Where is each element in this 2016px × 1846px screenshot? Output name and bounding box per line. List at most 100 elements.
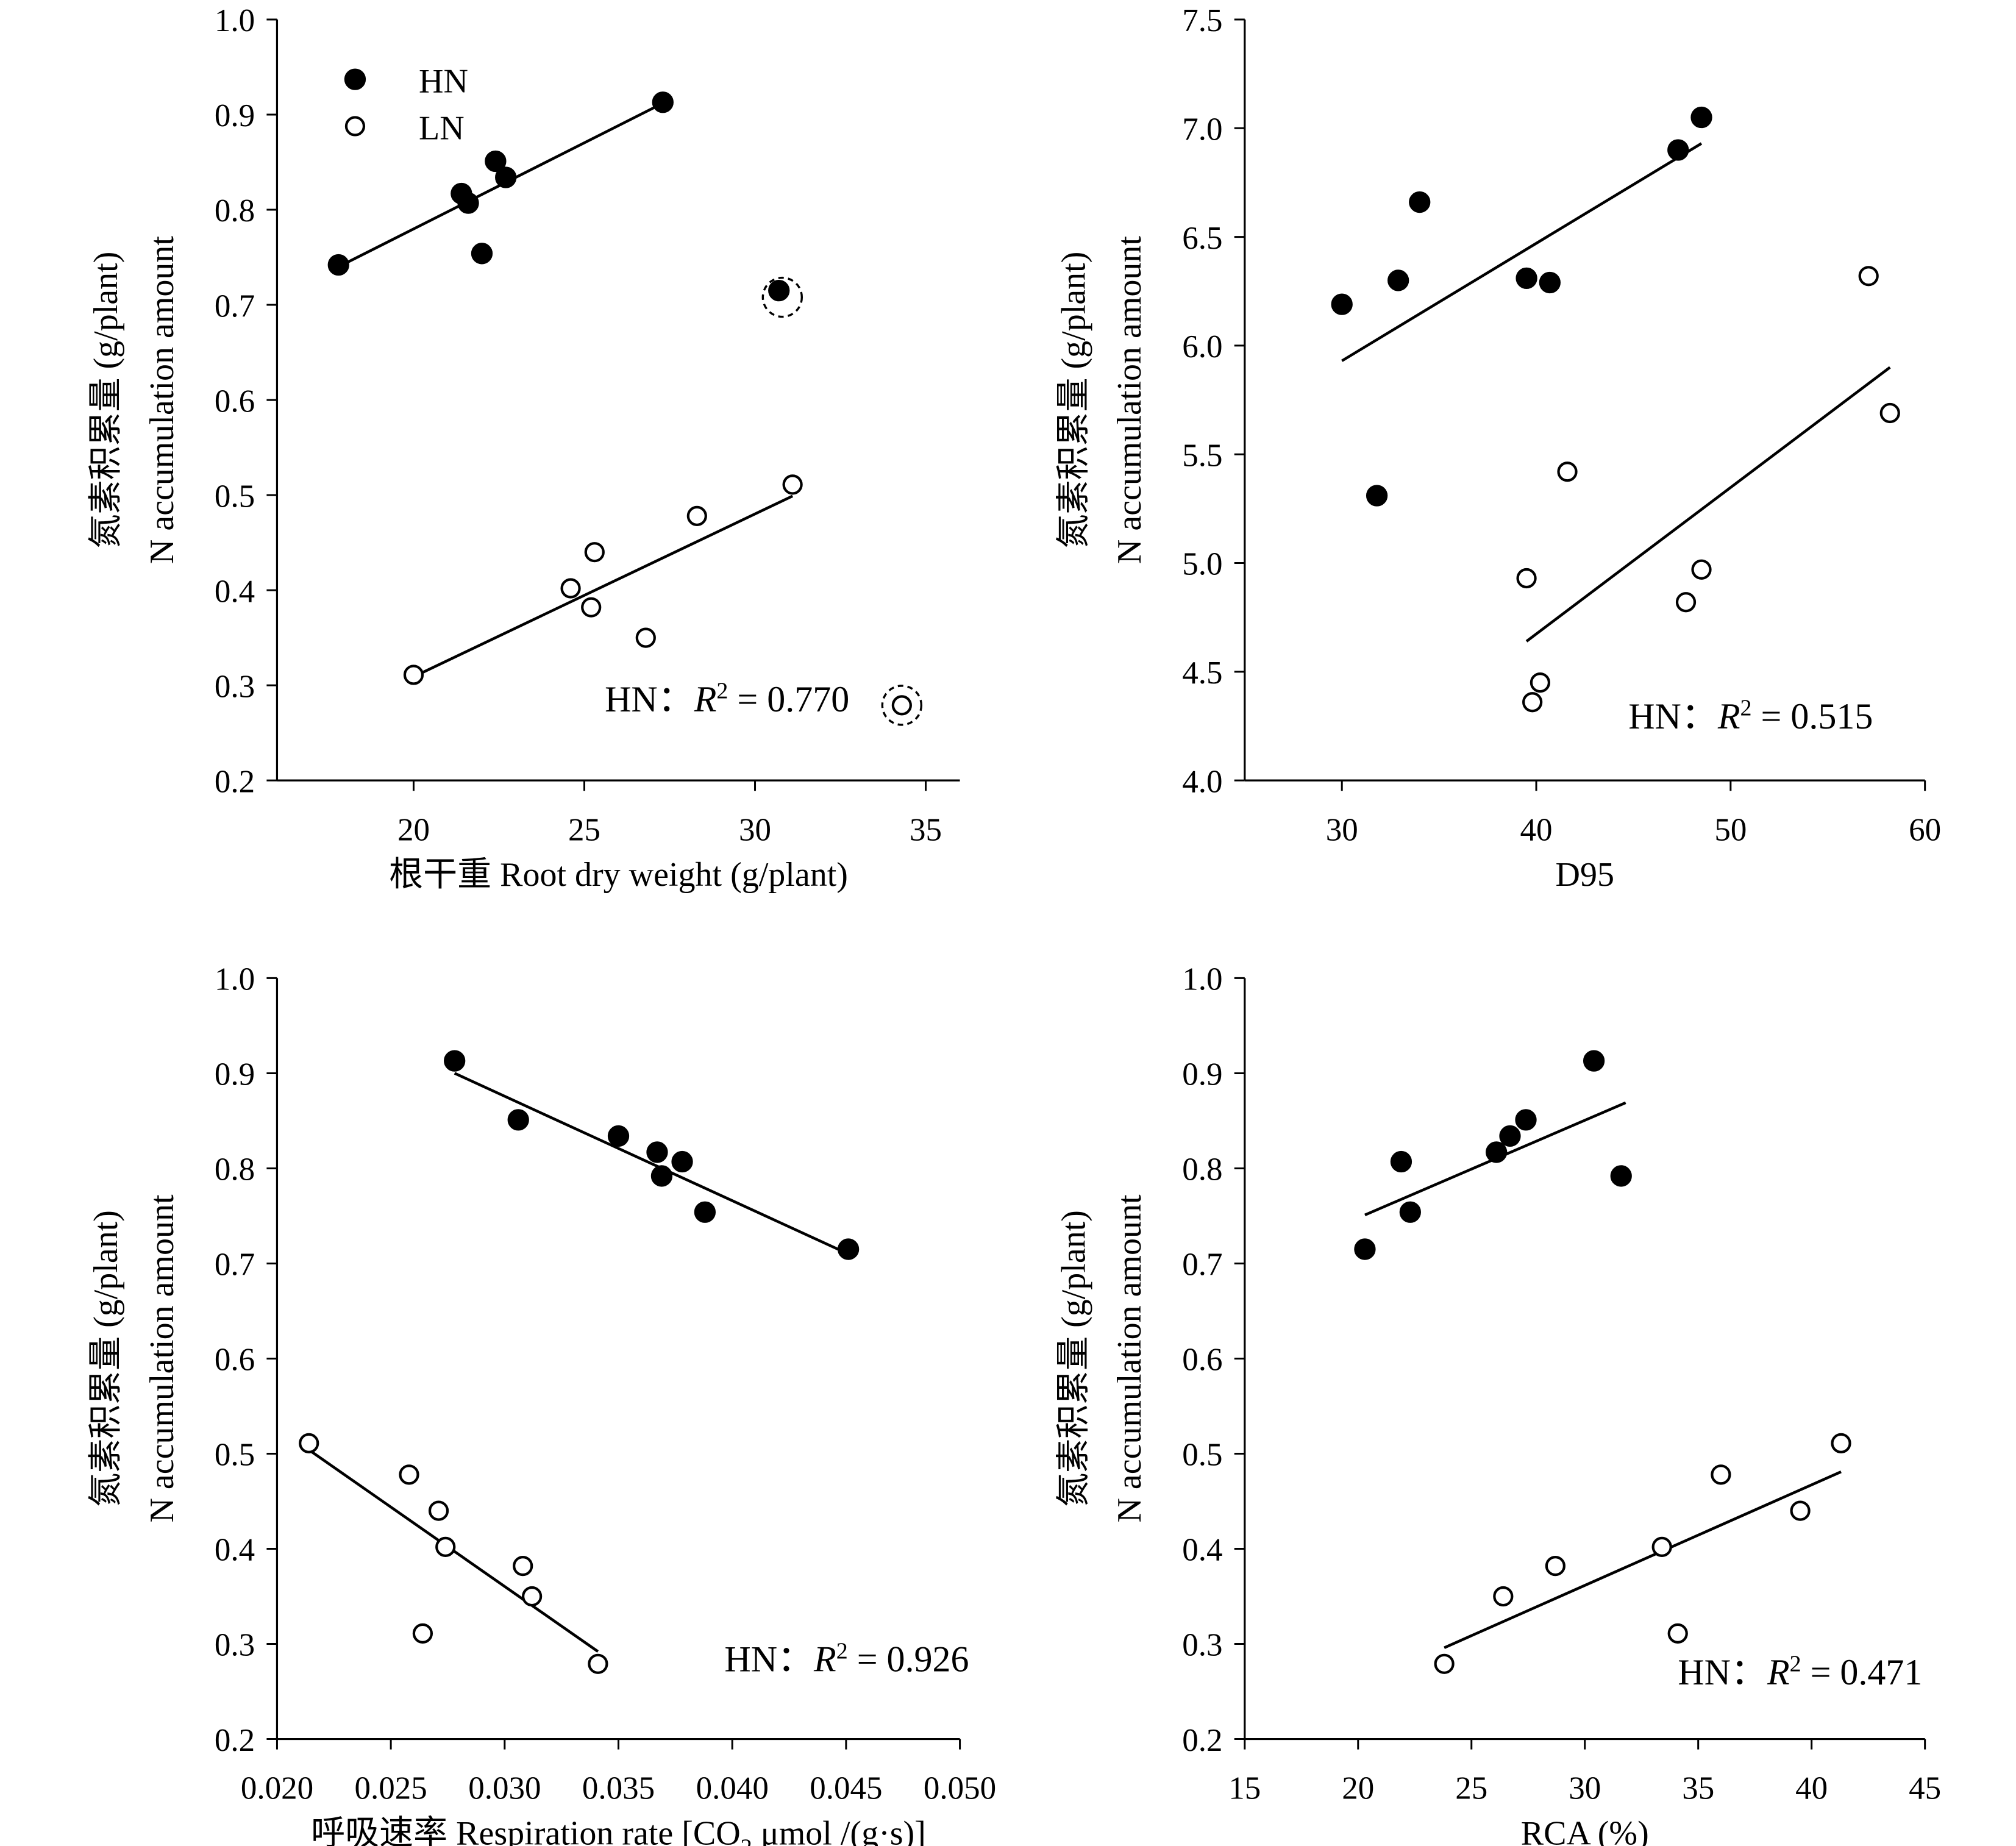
- y-tick-label: 6.0: [1182, 329, 1222, 365]
- r-squared-annotation: HN：R2 = 0.471: [1678, 1652, 1922, 1692]
- point-ln: [299, 1433, 319, 1453]
- x-tick-label: 15: [1228, 1771, 1261, 1806]
- point-hn: [1354, 1238, 1376, 1260]
- x-tick-label: 50: [1714, 812, 1747, 847]
- fit-line-ln: [1525, 366, 1891, 643]
- x-axis-title: D95: [1556, 856, 1614, 894]
- annotation-r: R: [694, 679, 717, 719]
- y-tick-label: 0.6: [215, 383, 255, 419]
- point-ln: [428, 1500, 449, 1521]
- annotation-prefix: HN：: [724, 1639, 814, 1680]
- r-squared-annotation: HN：R2 = 0.515: [1628, 695, 1873, 736]
- point-ln: [1691, 559, 1712, 580]
- legend-label-ln: LN: [419, 109, 465, 147]
- legend-marker-hn: [344, 68, 366, 90]
- point-ln: [435, 1536, 456, 1558]
- y-tick-label: 0.8: [1182, 1152, 1222, 1188]
- x-tick-label: 40: [1795, 1771, 1828, 1806]
- annotation-r: R: [1767, 1652, 1790, 1692]
- y-axis-title-en: N accumulation amount: [1111, 1194, 1149, 1523]
- y-tick-label: 0.4: [215, 574, 255, 609]
- point-hn: [646, 1141, 668, 1163]
- x-axis-title: RCA (%): [1521, 1814, 1649, 1846]
- annotation-prefix: HN：: [605, 679, 694, 719]
- x-tick-label: 30: [1326, 812, 1358, 847]
- point-hn: [837, 1238, 860, 1260]
- x-tick-label: 60: [1909, 812, 1941, 847]
- point-ln: [581, 597, 602, 618]
- annotation-value: = 0.770: [728, 679, 849, 719]
- point-hn: [1486, 1141, 1508, 1163]
- annotation-exponent: 2: [716, 679, 728, 704]
- y-tick-label: 0.9: [1182, 1057, 1222, 1092]
- point-hn: [1387, 269, 1409, 291]
- annotation-exponent: 2: [836, 1638, 848, 1664]
- legend-label-hn: HN: [419, 62, 468, 100]
- point-hn: [327, 254, 349, 276]
- y-tick-label: 7.5: [1182, 3, 1222, 38]
- x-tick-label: 0.020: [241, 1771, 313, 1806]
- x-axis-title-subscript: 2: [741, 1834, 752, 1846]
- point-hn: [650, 1165, 673, 1187]
- y-tick-label: 5.5: [1182, 438, 1222, 473]
- point-hn: [444, 1050, 466, 1072]
- y-axis-title-cn: 氮素积累量 (g/plant): [1055, 1210, 1092, 1507]
- x-tick-label: 0.035: [582, 1771, 655, 1806]
- point-hn: [1366, 485, 1388, 507]
- point-hn: [507, 1109, 529, 1131]
- y-tick-label: 0.4: [215, 1533, 255, 1568]
- x-tick-label: 30: [739, 812, 771, 847]
- annotation-exponent: 2: [1790, 1652, 1801, 1677]
- point-ln: [403, 665, 424, 685]
- x-tick-label: 30: [1569, 1771, 1601, 1806]
- point-hn: [1499, 1125, 1521, 1147]
- y-axis-title-en: N accumulation amount: [143, 1194, 181, 1523]
- point-ln: [1530, 672, 1551, 693]
- annotation-exponent: 2: [1740, 695, 1752, 721]
- panel-respiration-rate: 0.2 0.3 0.4 0.5 0.6 0.7 0.8 0.9 1.0 0.020 0.025 0.0…: [87, 962, 996, 1846]
- point-hn: [1331, 293, 1353, 315]
- x-tick-label: 0.045: [810, 1771, 882, 1806]
- panel-rca: 0.2 0.3 0.4 0.5 0.6 0.7 0.8 0.9 1.0 15 20 25 30 35 40 4…: [1055, 962, 1941, 1846]
- point-ln: [1651, 1536, 1672, 1558]
- point-hn: [607, 1125, 630, 1147]
- annotation-value: = 0.471: [1801, 1652, 1923, 1692]
- annotation-value: = 0.926: [848, 1639, 969, 1680]
- x-axis-title-part: μmol /(g·s)]: [752, 1814, 926, 1846]
- point-hn: [1667, 139, 1689, 161]
- point-ln: [1858, 266, 1879, 287]
- x-tick-label: 40: [1520, 812, 1553, 847]
- y-tick-label: 1.0: [215, 3, 255, 38]
- y-axis-title-cn: 氮素积累量 (g/plant): [1055, 252, 1092, 549]
- y-tick-label: 0.2: [1182, 1723, 1222, 1758]
- point-ln: [1522, 692, 1543, 713]
- fit-line-ln: [413, 494, 794, 679]
- y-tick-label: 0.6: [1182, 1342, 1222, 1378]
- point-ln: [1879, 402, 1900, 424]
- point-ln: [1545, 1555, 1565, 1577]
- point-ln: [1557, 461, 1578, 482]
- y-tick-label: 0.5: [215, 479, 255, 514]
- y-tick-label: 5.0: [1182, 547, 1222, 582]
- y-tick-label: 0.7: [215, 288, 255, 324]
- fit-line-hn: [1341, 142, 1703, 362]
- x-tick-label: 45: [1909, 1771, 1941, 1806]
- y-tick-label: 0.3: [215, 669, 255, 704]
- point-ln: [635, 627, 656, 648]
- r-squared-annotation: HN：R2 = 0.926: [724, 1638, 969, 1679]
- annotation-r: R: [813, 1639, 836, 1680]
- point-ln: [1667, 1623, 1688, 1644]
- point-hn: [1610, 1165, 1632, 1187]
- point-ln: [1831, 1433, 1851, 1453]
- annotation-value: = 0.515: [1752, 696, 1873, 736]
- point-ln: [891, 695, 912, 716]
- point-hn: [671, 1150, 693, 1173]
- x-tick-label: 20: [1342, 1771, 1374, 1806]
- y-tick-label: 0.7: [1182, 1247, 1222, 1283]
- x-tick-label: 25: [568, 812, 600, 847]
- x-axis-title: 呼吸速率 Respiration rate [CO2 μmol /(g·s)]: [311, 1814, 926, 1846]
- point-ln: [513, 1555, 533, 1577]
- outlier-ring: [761, 276, 803, 318]
- annotation-prefix: HN：: [1678, 1652, 1767, 1692]
